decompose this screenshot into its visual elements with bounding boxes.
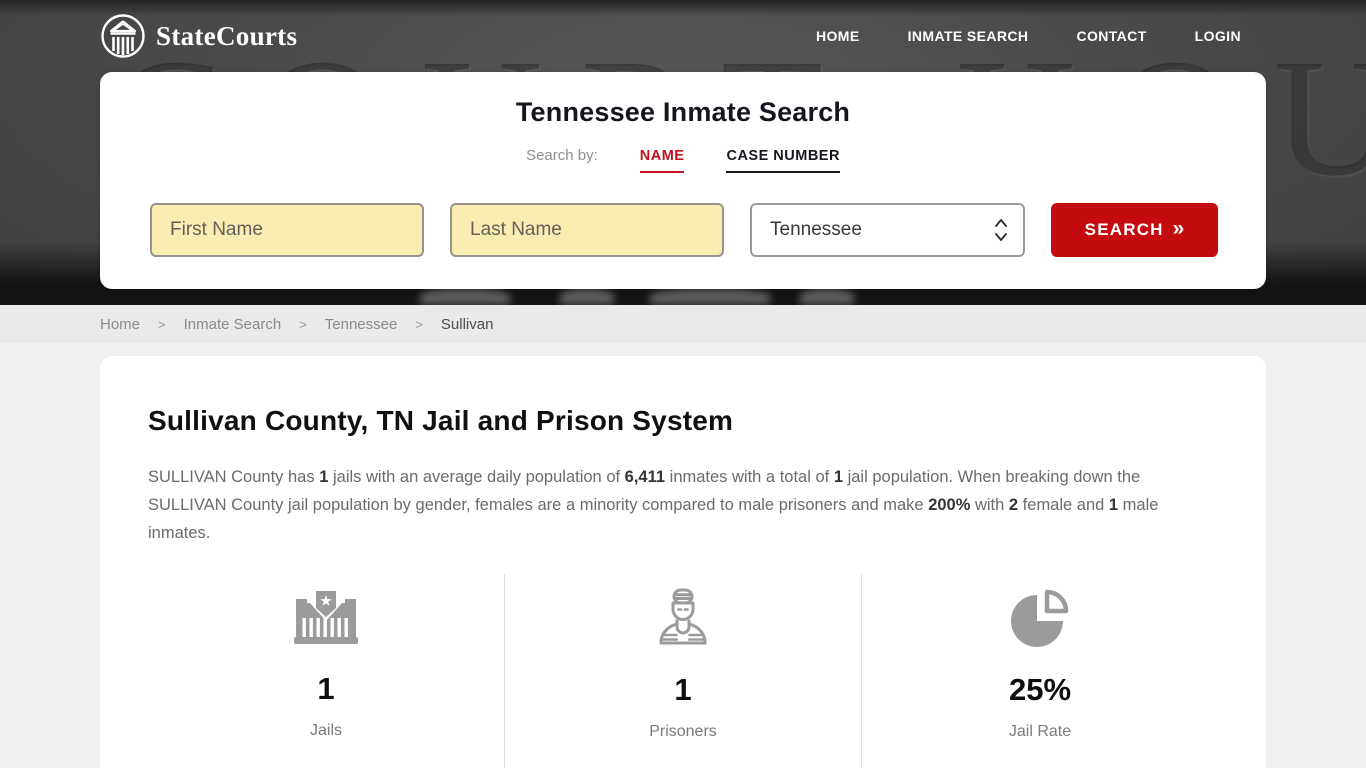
tab-case-number[interactable]: CASE NUMBER bbox=[726, 148, 840, 173]
search-button[interactable]: SEARCH » bbox=[1051, 203, 1218, 257]
stat-jails: 1 Jails bbox=[148, 574, 504, 768]
double-chevron-right-icon: » bbox=[1172, 217, 1185, 240]
last-name-input[interactable] bbox=[450, 203, 724, 257]
breadcrumb-inmate-search[interactable]: Inmate Search bbox=[183, 315, 282, 333]
brand-name: StateCourts bbox=[156, 20, 298, 51]
prisoner-icon bbox=[651, 587, 715, 647]
main-nav: HOME INMATE SEARCH CONTACT LOGIN bbox=[768, 28, 1241, 44]
nav-home[interactable]: HOME bbox=[816, 28, 860, 44]
stat-prisoners-value: 1 bbox=[674, 672, 692, 707]
main-content: Sullivan County, TN Jail and Prison Syst… bbox=[0, 343, 1366, 768]
nav-inmate-search[interactable]: INMATE SEARCH bbox=[907, 28, 1029, 44]
stat-prisoners-label: Prisoners bbox=[649, 723, 717, 740]
search-button-label: SEARCH bbox=[1084, 220, 1164, 239]
header-hero: COURT·HOUSE StateCourts HOME INMATE SEAR… bbox=[0, 0, 1366, 305]
tab-name[interactable]: NAME bbox=[639, 148, 685, 173]
search-card: Tennessee Inmate Search Search by: NAME … bbox=[100, 72, 1266, 289]
search-by-label: Search by: bbox=[526, 147, 598, 164]
state-select[interactable]: Tennessee bbox=[750, 203, 1025, 257]
brand-logo[interactable]: StateCourts bbox=[100, 13, 297, 59]
inmate-search-form: Tennessee SEARCH » bbox=[150, 203, 1218, 257]
county-description: SULLIVAN County has 1 jails with an aver… bbox=[148, 468, 1159, 542]
breadcrumb-current-sullivan: Sullivan bbox=[440, 315, 494, 333]
breadcrumb-home[interactable]: Home bbox=[100, 315, 141, 333]
county-heading: Sullivan County, TN Jail and Prison Syst… bbox=[148, 405, 734, 436]
nav-contact[interactable]: CONTACT bbox=[1076, 28, 1147, 44]
stat-jails-label: Jails bbox=[309, 722, 342, 739]
select-updown-icon bbox=[993, 216, 1009, 244]
search-by-row: Search by: NAME CASE NUMBER bbox=[100, 147, 1266, 173]
county-stats: 1 Jails 1 Prisone bbox=[148, 574, 1218, 768]
chevron-right-separator: > bbox=[299, 316, 307, 332]
first-name-input[interactable] bbox=[150, 203, 424, 257]
nav-login[interactable]: LOGIN bbox=[1194, 28, 1241, 44]
pie-chart-icon bbox=[1007, 587, 1073, 647]
breadcrumb-tennessee[interactable]: Tennessee bbox=[324, 315, 398, 333]
top-navigation-bar: StateCourts HOME INMATE SEARCH CONTACT L… bbox=[0, 0, 1366, 72]
stat-jail-rate-value: 25% bbox=[1008, 672, 1072, 707]
chevron-right-separator: > bbox=[158, 316, 166, 332]
chevron-right-separator: > bbox=[415, 316, 423, 332]
search-title: Tennessee Inmate Search bbox=[515, 97, 851, 127]
jail-building-icon bbox=[294, 587, 358, 647]
breadcrumb: Home > Inmate Search > Tennessee > Sulli… bbox=[0, 305, 1366, 343]
county-card: Sullivan County, TN Jail and Prison Syst… bbox=[100, 356, 1266, 768]
stat-jails-value: 1 bbox=[317, 671, 335, 706]
stat-prisoners: 1 Prisoners bbox=[504, 574, 861, 768]
state-select-value: Tennessee bbox=[770, 219, 862, 240]
stat-jail-rate: 25% Jail Rate bbox=[861, 574, 1218, 768]
courthouse-icon bbox=[100, 13, 146, 59]
stat-jail-rate-label: Jail Rate bbox=[1008, 723, 1072, 740]
